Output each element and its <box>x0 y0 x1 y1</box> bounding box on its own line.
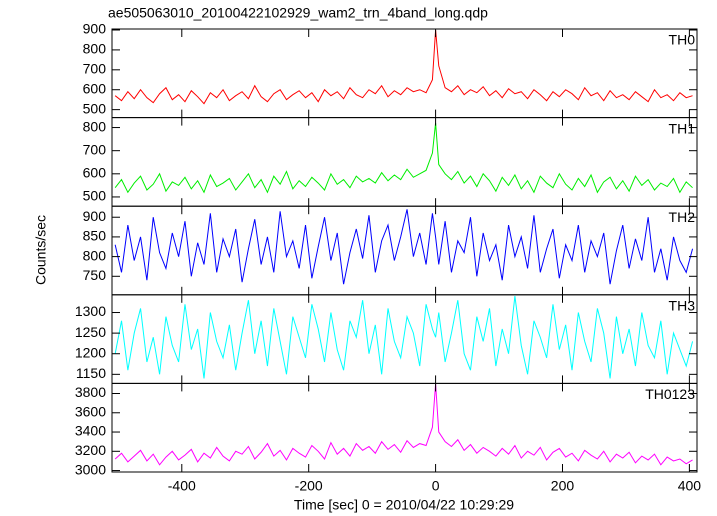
y-tick-label: 3800 <box>75 384 106 400</box>
y-tick-label: 750 <box>83 267 107 283</box>
y-tick-label: 700 <box>83 141 107 157</box>
y-tick-label: 500 <box>83 100 107 116</box>
y-tick-label: 600 <box>83 165 107 181</box>
panel-label: TH0123 <box>645 386 695 402</box>
y-tick-label: 900 <box>83 208 107 224</box>
x-axis-label: Time [sec] 0 = 2010/04/22 10:29:29 <box>294 497 514 513</box>
data-line <box>114 209 694 285</box>
y-tick-label: 3200 <box>75 442 106 458</box>
y-tick-label: 1150 <box>76 365 106 381</box>
panel-frame <box>111 117 698 207</box>
y-tick-label: 850 <box>83 228 107 244</box>
panel-label: TH2 <box>669 209 696 225</box>
y-tick-label: 3600 <box>75 403 106 419</box>
y-tick-label: 600 <box>83 80 107 96</box>
y-tick-label: 900 <box>83 21 107 37</box>
panel-label: TH1 <box>669 120 696 136</box>
x-tick-label: -200 <box>295 478 323 494</box>
panel-label: TH3 <box>669 298 696 314</box>
y-axis-label: Counts/sec <box>33 215 49 285</box>
y-tick-label: 1250 <box>75 324 106 340</box>
x-tick-label: 200 <box>551 478 575 494</box>
y-tick-label: 1200 <box>75 344 106 360</box>
x-tick-label: -400 <box>168 478 196 494</box>
x-tick-label: 400 <box>678 478 702 494</box>
y-tick-label: 800 <box>83 41 107 57</box>
y-tick-label: 3400 <box>75 423 106 439</box>
data-line <box>114 29 693 105</box>
y-tick-label: 800 <box>83 118 107 134</box>
y-tick-label: 500 <box>83 188 107 204</box>
panel-label: TH0 <box>669 32 696 48</box>
panel-frame <box>111 28 698 119</box>
panel-frame <box>111 382 698 473</box>
chart-title: ae505063010_20100422102929_wam2_trn_4ban… <box>108 5 488 21</box>
y-tick-label: 800 <box>83 247 107 263</box>
y-tick-label: 1300 <box>75 303 106 319</box>
x-tick-label: 0 <box>432 478 440 494</box>
data-line <box>114 383 693 466</box>
data-line <box>114 295 694 379</box>
data-line <box>114 122 693 194</box>
y-tick-label: 700 <box>83 61 107 77</box>
y-tick-label: 3000 <box>75 461 106 477</box>
